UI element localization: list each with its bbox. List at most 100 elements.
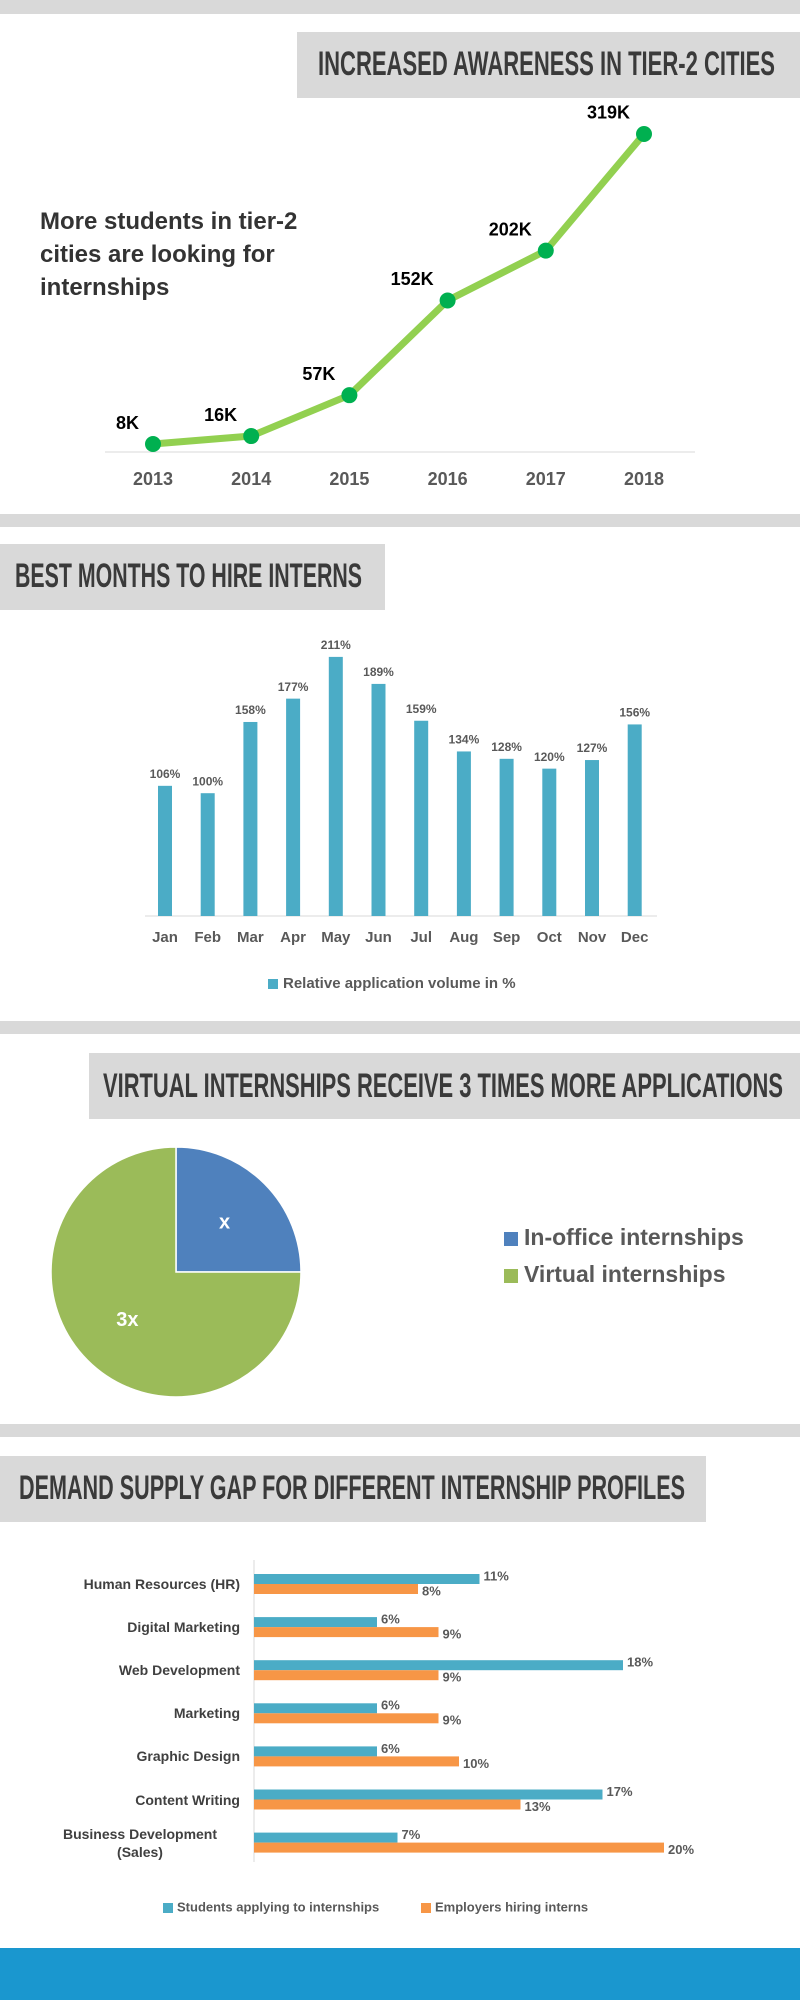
y-tick-label-row: Web Development [20, 1645, 240, 1695]
x-tick-label: Apr [280, 929, 306, 946]
y-tick-label-row: Business Development (Sales) [20, 1818, 240, 1868]
x-tick-label: 2015 [329, 469, 369, 489]
x-tick-label: Oct [537, 929, 562, 946]
bar [585, 760, 599, 916]
legend-label: Relative application volume in % [283, 975, 516, 992]
bar [254, 1703, 377, 1714]
bar [254, 1789, 603, 1800]
y-tick-label-row: Graphic Design [20, 1731, 240, 1781]
data-label: 152K [391, 269, 434, 289]
legend-swatch [268, 979, 278, 989]
y-tick-label-box: Graphic Design [20, 1731, 240, 1781]
data-label: 13% [525, 1799, 551, 1814]
x-tick-label: May [321, 929, 351, 946]
data-label: 8% [422, 1583, 441, 1598]
bar [158, 785, 172, 916]
legend-label: Employers hiring interns [435, 1899, 588, 1914]
legend-swatch [163, 1903, 173, 1913]
bar [414, 720, 429, 916]
separator [0, 0, 800, 14]
title-box [297, 32, 800, 98]
data-label: 17% [607, 1784, 633, 1799]
bar [456, 751, 471, 916]
data-label: 159% [406, 702, 437, 716]
pie-slice [50, 1146, 302, 1398]
x-tick-label: 2018 [624, 469, 664, 489]
x-tick-label: Aug [449, 929, 478, 946]
legend-swatch [504, 1269, 518, 1283]
y-tick-label-box: Web Development [20, 1645, 240, 1695]
bar [254, 1574, 480, 1584]
data-label: 128% [491, 740, 522, 754]
y-tick-label-row: Human Resources (HR) [20, 1559, 240, 1609]
pie-slice [175, 1146, 302, 1273]
data-label: 6% [381, 1698, 400, 1713]
x-tick-label: Mar [237, 929, 264, 946]
bar [254, 1660, 623, 1671]
x-tick-label: 2013 [133, 469, 173, 489]
bar [200, 793, 215, 916]
annotation: More students in tier-2 cities are looki… [40, 208, 298, 301]
data-point [636, 125, 652, 142]
bar [254, 1670, 439, 1681]
y-tick-label-row: Marketing [20, 1688, 240, 1738]
bar [542, 768, 557, 916]
y-tick-label-row: Digital Marketing [20, 1602, 240, 1652]
bar [254, 1713, 439, 1724]
separator [0, 514, 800, 527]
title-box [0, 1456, 706, 1522]
data-label: 106% [150, 767, 181, 781]
data-label: 177% [278, 680, 309, 694]
y-tick-label-box: Business Development (Sales) [20, 1818, 240, 1868]
x-tick-label: 2014 [231, 469, 271, 489]
separator [0, 1021, 800, 1034]
data-line [152, 131, 647, 448]
bar [499, 758, 514, 916]
x-tick-label: Jul [410, 929, 432, 946]
data-point [243, 428, 260, 445]
x-tick-label: Nov [578, 929, 607, 946]
data-label: 57K [302, 364, 335, 384]
data-label: 11% [484, 1568, 510, 1583]
legend-swatch [504, 1232, 518, 1246]
legend-label: Students applying to internships [177, 1899, 379, 1914]
data-label: 9% [443, 1670, 462, 1685]
bar [254, 1832, 398, 1843]
x-tick-label: Dec [621, 929, 649, 946]
y-tick-label-box: Marketing [20, 1688, 240, 1738]
data-label: 3x [116, 1309, 138, 1331]
data-label: 319K [587, 103, 630, 123]
y-tick-label-row: Content Writing [20, 1775, 240, 1825]
bar [371, 683, 386, 916]
x-tick-label: Jun [365, 929, 392, 946]
data-label: 202K [489, 219, 532, 239]
title-box [0, 544, 385, 610]
chart-title: BEST MONTHS TO HIRE INTERNS [15, 557, 362, 595]
y-tick-label-box: Content Writing [20, 1775, 240, 1825]
y-tick-label-box: Digital Marketing [20, 1602, 240, 1652]
data-label: 9% [443, 1713, 462, 1728]
y-tick-label: Content Writing [135, 1791, 240, 1808]
data-point [537, 242, 554, 259]
data-label: 18% [627, 1655, 653, 1670]
footer-band [0, 1948, 800, 2000]
bar [254, 1799, 521, 1810]
y-tick-label-box: Human Resources (HR) [20, 1559, 240, 1609]
data-label: 127% [577, 741, 608, 755]
bar [254, 1756, 459, 1767]
data-label: 6% [381, 1741, 400, 1756]
data-point [439, 292, 456, 309]
y-tick-label: Business Development (Sales) [62, 1825, 218, 1860]
y-tick-label: Human Resources (HR) [83, 1576, 240, 1592]
bar [254, 1584, 418, 1594]
x-tick-label: Jan [152, 929, 178, 946]
bar [254, 1617, 377, 1628]
data-label: 8K [116, 413, 139, 433]
chart-title: VIRTUAL INTERNSHIPS RECEIVE 3 TIMES MORE… [103, 1067, 783, 1105]
bar [286, 698, 301, 916]
data-label: 16K [204, 405, 237, 425]
separator [0, 1424, 800, 1437]
data-point [341, 387, 358, 404]
